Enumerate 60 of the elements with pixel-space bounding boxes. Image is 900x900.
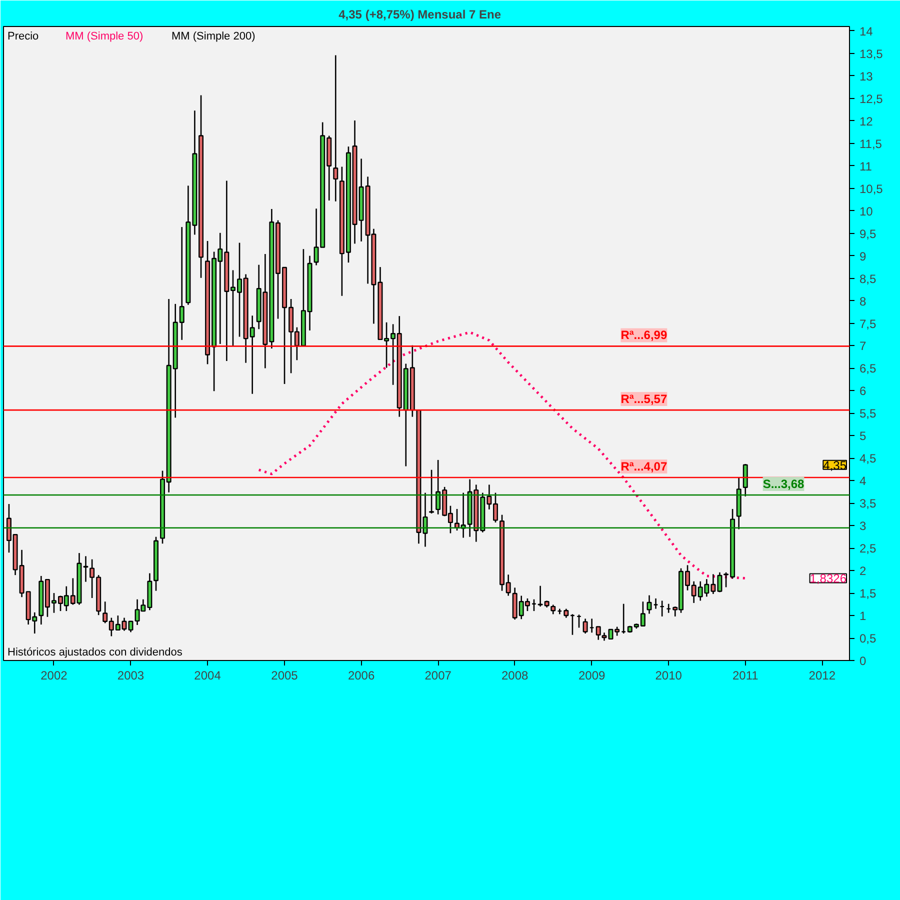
line-series	[258, 331, 747, 580]
candlestick	[596, 626, 601, 640]
x-tick-label: 2008	[501, 668, 529, 682]
text: MM (Simple 50)	[66, 30, 144, 42]
y-tick-label: 0,5	[860, 632, 877, 646]
x-tick-label: 2004	[194, 668, 222, 682]
candlestick	[429, 469, 434, 514]
y-tick-label: 12	[860, 114, 874, 128]
ref-line-label: Rª...5,57	[620, 392, 668, 406]
y-tick-label: 4,5	[860, 452, 877, 466]
y-tick-label: 9,5	[860, 226, 877, 241]
x-tick-label: 2010	[655, 668, 682, 682]
y-tick-label: 4	[860, 474, 866, 488]
y-tick-label: 8,5	[860, 272, 877, 286]
x-tick-label: 2005	[271, 668, 298, 682]
x-tick-label: 2003	[117, 668, 144, 682]
x-tick-label: 2007	[424, 668, 452, 682]
y-tick-label: 11,5	[860, 136, 882, 151]
x-tick-label: 2011	[732, 668, 759, 682]
y-tick-label: 11	[860, 159, 872, 174]
x-tick-label: 2009	[578, 668, 606, 682]
y-tick-label: 13,5	[860, 46, 884, 61]
candlestick	[179, 226, 184, 341]
candlestick	[742, 463, 748, 498]
y-tick-label: 3	[860, 519, 866, 534]
y-tick-label: 9	[860, 249, 866, 264]
y-tick-label: 1,5	[860, 586, 877, 601]
y-tick-label: 6	[860, 384, 866, 398]
y-tick-label: 2,5	[860, 542, 877, 556]
annotation: Históricos ajustados con dividendos	[8, 646, 183, 658]
annotation: 1,8326	[810, 572, 847, 586]
ref-line-label: S...3,68	[762, 477, 805, 492]
candlestick	[333, 54, 338, 202]
candlestick	[646, 594, 652, 614]
y-tick-label: 7,5	[860, 316, 877, 331]
candlestick	[550, 604, 556, 615]
y-tick-label: 3,5	[860, 496, 877, 511]
y-tick-label: 2	[860, 564, 866, 578]
annotation: Precio	[8, 30, 39, 42]
x-tick-label: 2006	[348, 668, 375, 682]
ref-line-label: Rª...6,99	[620, 328, 668, 342]
candlestick	[83, 556, 88, 582]
y-tick-label: 5,5	[860, 406, 877, 421]
y-tick-label: 0	[860, 654, 866, 668]
x-tick-label: 2002	[40, 668, 68, 682]
x-tick-label: 2012	[808, 668, 836, 682]
candlestick	[582, 618, 588, 634]
y-tick-label: 14	[860, 24, 874, 38]
annotation: MM (Simple 200)	[172, 30, 256, 42]
y-tick-label: 10,5	[860, 182, 884, 196]
y-tick-label: 10	[860, 204, 874, 218]
y-tick-label: 12,5	[860, 92, 884, 106]
chart-title: 4,35 (+8,75%) Mensual 7 Ene	[338, 8, 502, 22]
y-tick-label: 5	[860, 429, 866, 444]
y-tick-label: 7	[860, 339, 866, 354]
y-tick-label: 1	[860, 609, 866, 624]
y-tick-label: 6,5	[860, 362, 877, 376]
ref-line-label: Rª...4,07	[620, 459, 668, 474]
y-tick-label: 13	[860, 69, 874, 84]
y-tick-label: 8	[860, 294, 866, 308]
